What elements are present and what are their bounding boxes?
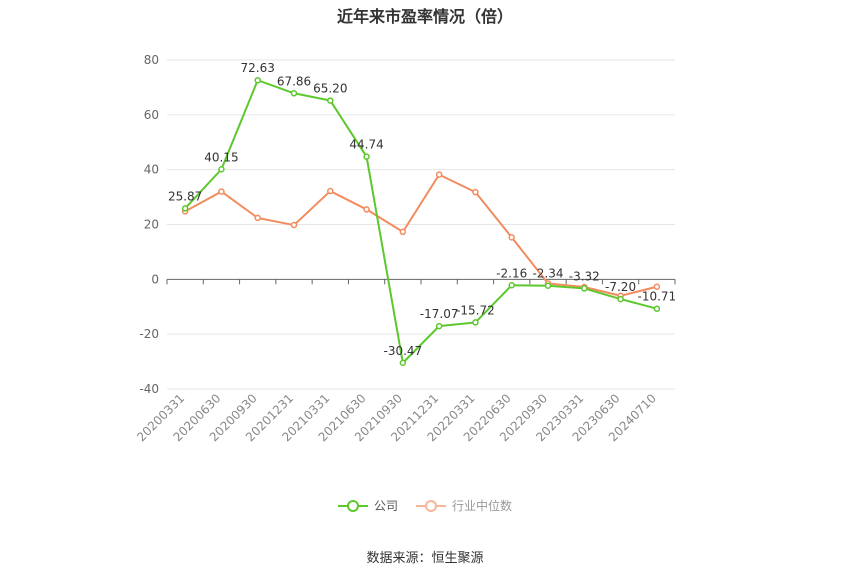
data-label-company: -30.47 (384, 344, 423, 358)
data-point-industry (435, 171, 443, 178)
data-label-company: 40.15 (204, 150, 238, 164)
source-note: 数据来源：恒生聚源 (366, 551, 484, 566)
data-point-industry (399, 228, 407, 236)
data-point-company (254, 76, 261, 84)
data-label-company: 72.63 (241, 61, 275, 75)
y-tick-label: -20 (139, 327, 159, 341)
series-line-company (184, 78, 658, 365)
legend-industry-marker (416, 499, 446, 512)
data-point-company (327, 97, 334, 104)
data-point-company (290, 90, 298, 97)
data-point-company (472, 319, 479, 326)
data-point-company (363, 153, 370, 160)
legend-label-company: 公司 (373, 499, 398, 513)
data-point-industry (254, 214, 261, 222)
data-point-company (435, 322, 443, 330)
data-label-company: -2.16 (496, 266, 527, 280)
series-line-industry (184, 173, 658, 297)
data-point-industry (290, 221, 298, 229)
legend: 公司 行业中位数 (0, 497, 850, 514)
data-point-company (218, 166, 225, 173)
y-tick-label: 60 (144, 108, 159, 122)
data-label-company: -15.72 (456, 303, 495, 317)
data-label-company: -3.32 (569, 269, 600, 283)
data-label-company: 67.86 (277, 74, 311, 88)
data-point-company (181, 205, 189, 212)
y-tick-label: 20 (144, 218, 159, 232)
data-point-industry (363, 206, 370, 213)
data-point-company (617, 295, 624, 303)
data-label-company: -7.20 (605, 280, 636, 294)
data-label-company: -2.34 (532, 267, 563, 281)
data-point-industry (508, 234, 515, 241)
data-label-company: 65.20 (313, 82, 347, 96)
y-tick-label: 40 (144, 163, 159, 177)
data-point-company (544, 282, 552, 289)
data-label-company: -10.71 (638, 290, 677, 304)
y-tick-label: 0 (151, 272, 159, 286)
data-label-company: 44.74 (349, 138, 383, 152)
legend-label-industry: 行业中位数 (452, 499, 513, 513)
data-point-company (399, 359, 407, 367)
data-point-industry (472, 188, 479, 196)
data-point-industry (218, 188, 225, 195)
legend-item-company[interactable]: 公司 (337, 497, 398, 514)
data-point-company (581, 285, 588, 292)
legend-item-industry[interactable]: 行业中位数 (416, 497, 512, 514)
legend-company-marker (337, 499, 368, 512)
y-tick-label: -40 (139, 382, 159, 396)
data-point-industry (653, 283, 661, 290)
data-point-company (653, 305, 661, 312)
y-tick-label: 80 (144, 53, 159, 67)
data-point-industry (327, 187, 334, 195)
data-label-company: -17.07 (420, 307, 459, 321)
data-label-company: 25.87 (168, 189, 202, 203)
chart-title: 近年来市盈率情况（倍） (336, 7, 513, 26)
data-point-company (508, 282, 515, 289)
